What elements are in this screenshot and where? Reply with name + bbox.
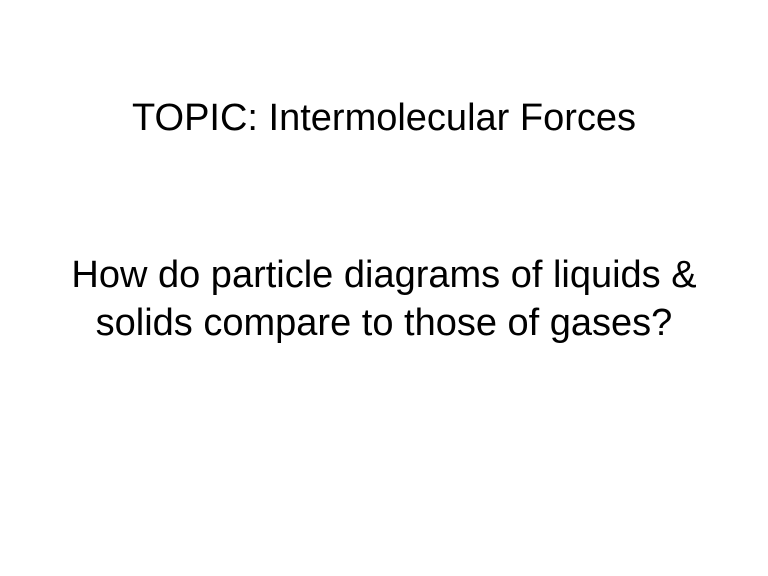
slide-container: TOPIC: Intermolecular Forces How do part… xyxy=(0,0,768,576)
question-text: How do particle diagrams of liquids & so… xyxy=(0,252,768,347)
topic-heading: TOPIC: Intermolecular Forces xyxy=(0,96,768,142)
